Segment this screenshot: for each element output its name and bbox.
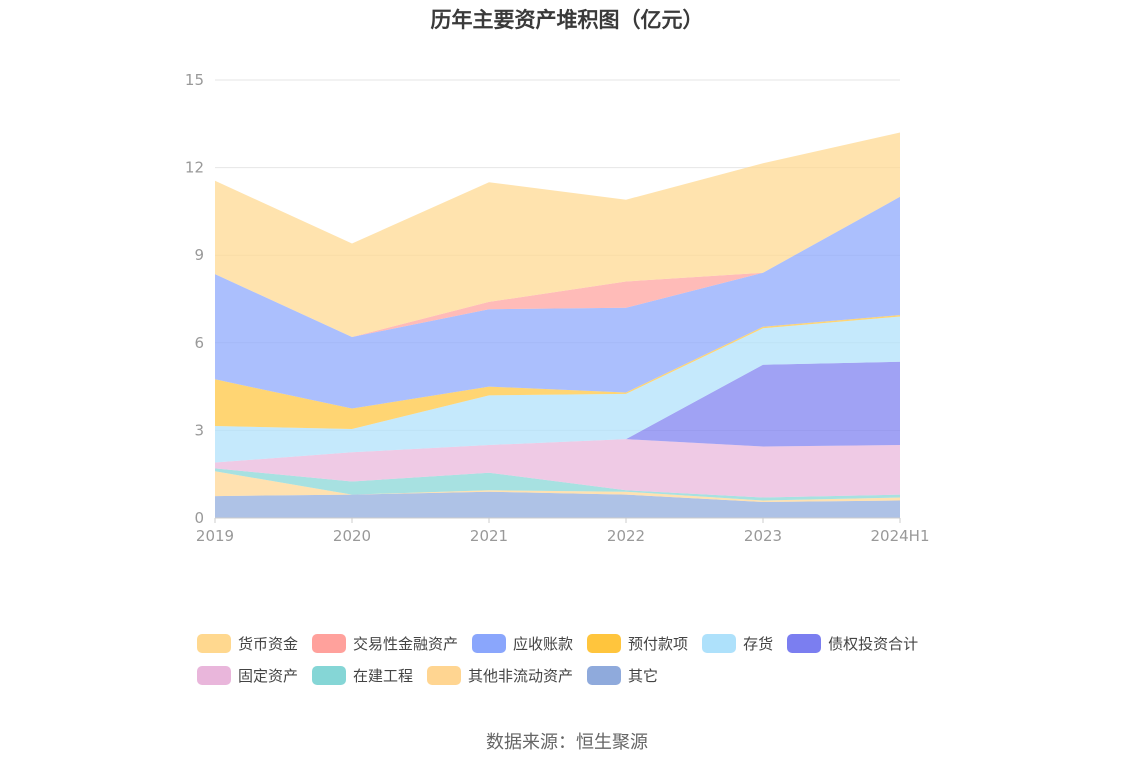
x-tick-label: 2020 bbox=[333, 527, 371, 545]
area-series-0 bbox=[215, 491, 900, 518]
x-tick-label: 2021 bbox=[470, 527, 508, 545]
y-tick-label: 12 bbox=[185, 159, 204, 177]
legend-swatch bbox=[702, 633, 737, 653]
legend-swatch bbox=[587, 665, 622, 685]
chart-title: 历年主要资产堆积图（亿元） bbox=[430, 8, 704, 32]
legend-swatch bbox=[427, 665, 462, 685]
legend-swatch bbox=[197, 633, 231, 653]
legend-item[interactable]: 货币资金 bbox=[197, 632, 298, 654]
area-series-5 bbox=[215, 316, 900, 463]
legend-label: 固定资产 bbox=[238, 666, 299, 685]
legend-label: 存货 bbox=[743, 634, 774, 653]
legend-label: 预付款项 bbox=[628, 634, 689, 653]
legend-label: 交易性金融资产 bbox=[353, 634, 459, 653]
area-series-7 bbox=[215, 196, 900, 409]
area-series-2 bbox=[215, 468, 900, 501]
y-tick-label: 9 bbox=[194, 246, 204, 264]
legend-swatch bbox=[197, 665, 231, 685]
legend-swatch bbox=[312, 633, 347, 653]
x-tick-label: 2019 bbox=[196, 527, 234, 545]
legend-item[interactable]: 其他非流动资产 bbox=[427, 664, 573, 686]
area-series-9 bbox=[215, 132, 900, 337]
tick-labels: 0 3 6 9 12 15 2019 2020 2021 2022 2023 2024H1 bbox=[185, 71, 930, 545]
x-tick-label: 2024H1 bbox=[871, 527, 930, 545]
area-series-3 bbox=[215, 439, 900, 498]
x-tick-label: 2023 bbox=[744, 527, 782, 545]
legend-label: 债权投资合计 bbox=[828, 634, 919, 653]
legend-item[interactable]: 应收账款 bbox=[472, 632, 573, 654]
legend-row: 固定资产 在建工程 其他非流动资产 其它 bbox=[197, 664, 957, 686]
x-tick-label: 2022 bbox=[607, 527, 645, 545]
legend-item[interactable]: 在建工程 bbox=[312, 664, 413, 686]
source-note: 数据来源：恒生聚源 bbox=[486, 732, 648, 753]
legend-swatch bbox=[472, 633, 507, 653]
area-series-6 bbox=[215, 315, 900, 429]
legend-swatch bbox=[312, 665, 347, 685]
legend-item[interactable]: 固定资产 bbox=[197, 664, 298, 686]
legend-label: 其它 bbox=[628, 666, 659, 685]
axes bbox=[214, 517, 901, 523]
legend-swatch bbox=[787, 633, 822, 653]
legend-item[interactable]: 其它 bbox=[587, 664, 658, 686]
legend-swatch bbox=[587, 633, 622, 653]
stacked-area-chart: 0 3 6 9 12 15 2019 2020 2021 2022 2023 2024H1 bbox=[185, 71, 930, 545]
legend-item[interactable]: 债权投资合计 bbox=[787, 632, 918, 654]
legend-item[interactable]: 交易性金融资产 bbox=[312, 632, 458, 654]
y-tick-label: 6 bbox=[194, 334, 204, 352]
legend-label: 其他非流动资产 bbox=[468, 666, 574, 685]
y-tick-label: 3 bbox=[194, 421, 204, 439]
y-tick-label: 15 bbox=[185, 71, 204, 89]
legend-row: 货币资金 交易性金融资产 应收账款 预付款项 存货 债权投资合计 bbox=[197, 632, 957, 654]
legend-item[interactable]: 预付款项 bbox=[587, 632, 688, 654]
legend-label: 在建工程 bbox=[353, 666, 414, 685]
legend-item[interactable]: 存货 bbox=[702, 632, 773, 654]
y-tick-label: 0 bbox=[194, 509, 204, 527]
area-series-4 bbox=[215, 361, 900, 463]
legend-label: 应收账款 bbox=[513, 634, 574, 653]
area-series bbox=[215, 132, 900, 518]
legend-label: 货币资金 bbox=[238, 634, 299, 653]
legend: 货币资金 交易性金融资产 应收账款 预付款项 存货 债权投资合计 固定资产 在建工程 其他非流… bbox=[197, 632, 957, 696]
